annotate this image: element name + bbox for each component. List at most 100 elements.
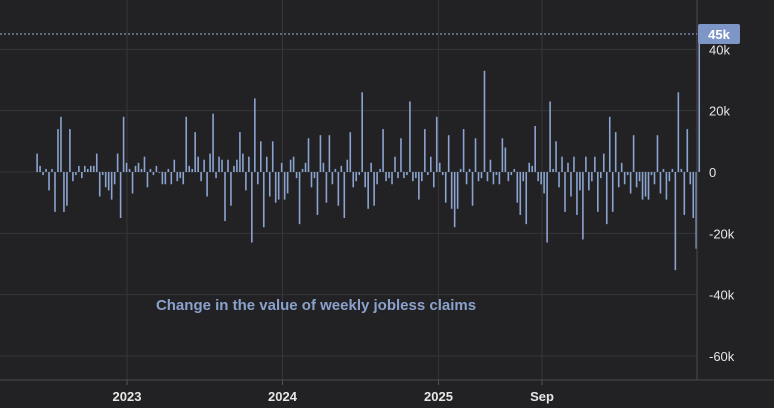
bar (146, 172, 149, 188)
bar (385, 172, 387, 182)
bar (212, 113, 214, 172)
x-tick-label: 2024 (268, 389, 298, 404)
bar (200, 172, 202, 182)
bar (173, 159, 176, 172)
chart-annotation: Change in the value of weekly jobless cl… (156, 297, 476, 314)
grid-lines (0, 0, 697, 380)
bar (447, 135, 450, 172)
y-tick-label: 20k (709, 104, 730, 119)
bar (477, 172, 480, 182)
bar (185, 116, 188, 172)
bar (170, 172, 173, 185)
bar (418, 172, 420, 200)
bar (534, 126, 536, 172)
bar (89, 165, 92, 172)
bar (427, 172, 429, 176)
bar (84, 165, 86, 172)
bar (650, 172, 653, 176)
bar (107, 172, 110, 191)
bar (400, 138, 402, 172)
bar (421, 172, 423, 182)
bar (480, 172, 483, 179)
bar (656, 135, 659, 172)
bar (254, 98, 256, 172)
bar (510, 172, 513, 176)
bar (319, 135, 322, 172)
bar (665, 172, 668, 200)
bar (233, 165, 235, 172)
bar (432, 172, 435, 188)
bar (471, 172, 474, 206)
bar (322, 162, 325, 172)
bar (239, 132, 241, 172)
bar (594, 156, 596, 172)
y-tick-label: -40k (709, 288, 735, 303)
bar (459, 168, 462, 172)
x-tick-label: Sep (530, 389, 554, 404)
bar (257, 172, 259, 185)
bar (358, 172, 361, 176)
bar (483, 70, 486, 172)
bar (620, 162, 623, 172)
bar (429, 156, 432, 172)
bar (567, 162, 569, 172)
bar (674, 172, 677, 271)
bar (617, 172, 620, 188)
x-tick-label: 2023 (113, 389, 142, 404)
bar (143, 156, 146, 172)
bar (87, 168, 89, 172)
bar (397, 172, 399, 179)
bar (227, 159, 229, 172)
bar (268, 172, 271, 197)
bar (60, 116, 62, 172)
bar (424, 129, 426, 172)
bar (376, 172, 378, 185)
bar (653, 172, 656, 185)
bar (188, 165, 191, 172)
bar (415, 172, 417, 179)
bar (110, 172, 113, 200)
bar (388, 172, 390, 179)
bar (277, 172, 280, 200)
bar (599, 172, 602, 179)
bar (576, 172, 578, 215)
bar (137, 162, 140, 172)
bar (280, 162, 283, 172)
bar (409, 101, 411, 172)
bar (632, 135, 635, 172)
bar (495, 172, 498, 176)
bar (647, 172, 650, 200)
x-tick-label: 2025 (424, 389, 453, 404)
bar (179, 172, 182, 179)
bar (435, 116, 438, 172)
bar (289, 159, 292, 172)
bar (63, 172, 65, 212)
bar (444, 172, 447, 203)
bar (683, 172, 686, 215)
bar (51, 168, 53, 172)
bar (122, 116, 125, 172)
bar (197, 156, 199, 172)
bar (164, 172, 167, 185)
bar (69, 129, 71, 172)
bar (528, 162, 531, 172)
bar (591, 172, 593, 182)
bar (262, 172, 265, 228)
bar (331, 172, 334, 185)
bar (101, 172, 104, 176)
bar (450, 172, 453, 209)
bar (579, 172, 581, 191)
bar (695, 172, 698, 249)
bar (370, 162, 372, 172)
bar (573, 156, 575, 172)
bar (48, 172, 50, 191)
bar (304, 162, 307, 172)
bar (441, 172, 444, 176)
bar (355, 172, 358, 182)
bar (42, 172, 44, 176)
bar (629, 172, 632, 194)
y-tick-label: 0 (709, 165, 716, 180)
bar (337, 172, 340, 206)
bar (686, 129, 689, 172)
bar (570, 172, 572, 197)
